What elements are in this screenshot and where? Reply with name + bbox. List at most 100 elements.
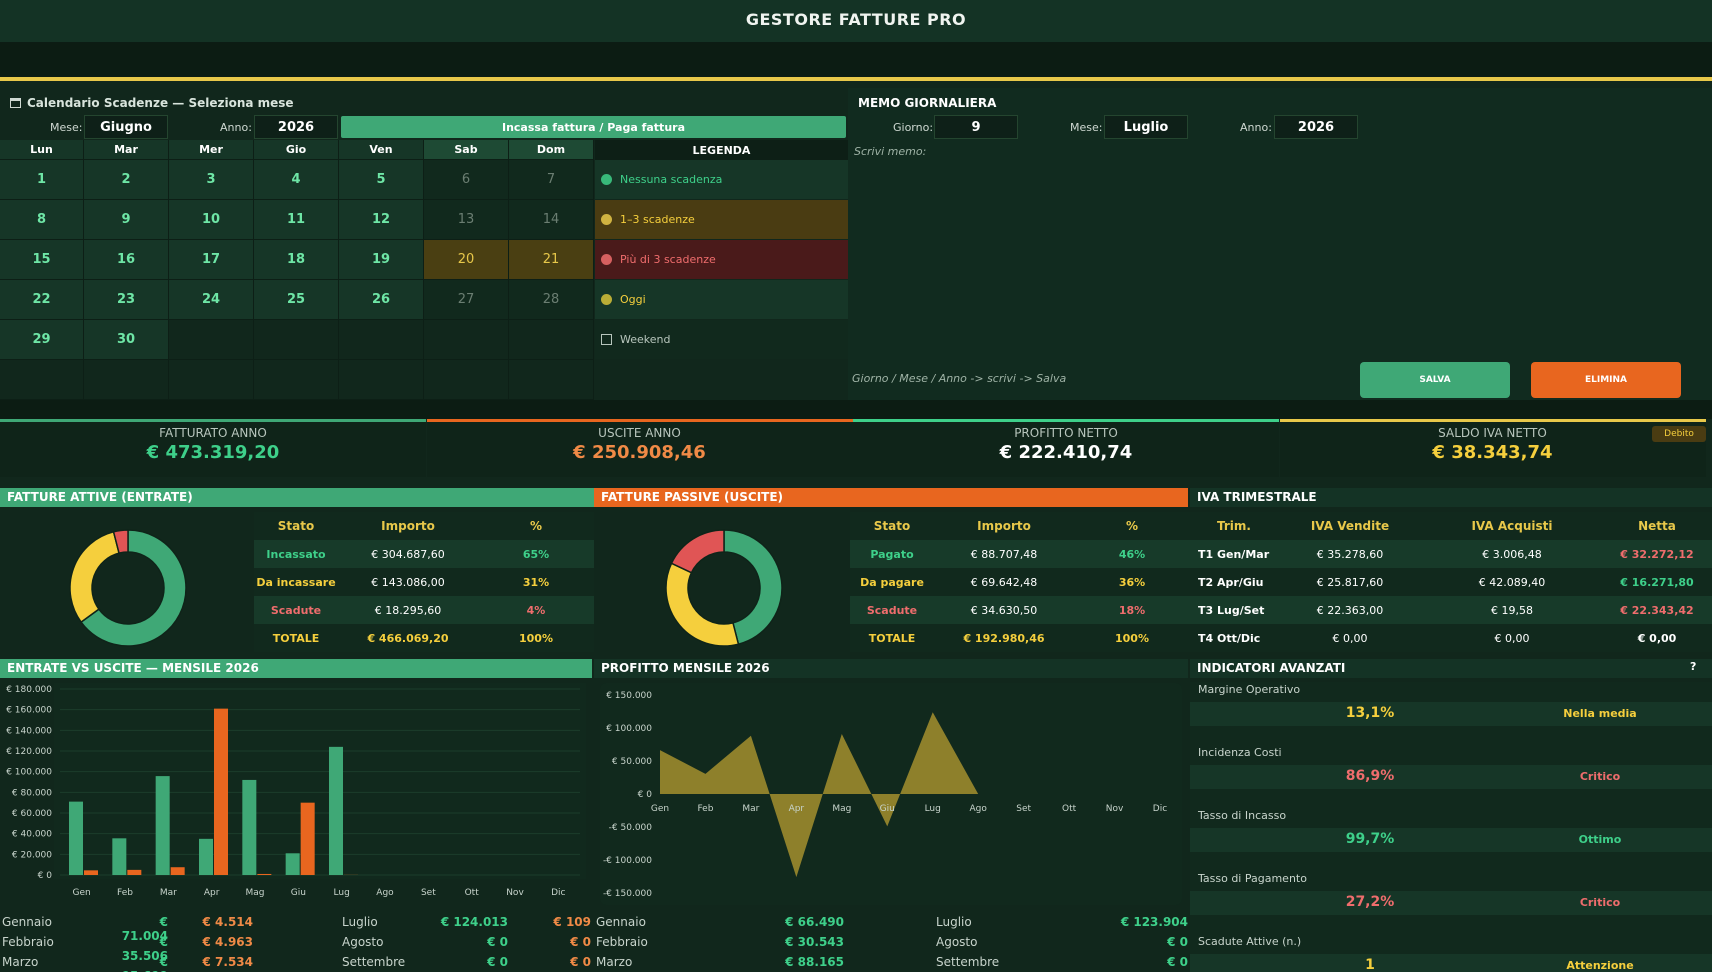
legend-label: Weekend [620,333,671,346]
indicator-name: Scadute Attive (n.) [1198,935,1302,948]
table-cell: Scadute [270,603,322,617]
calendar-day[interactable]: 16 [84,240,169,280]
calendar-day[interactable]: 3 [169,160,254,200]
x-tick-label: Giu [880,804,895,814]
giorno-label: Giorno: [893,121,934,134]
table-header: Trim. IVA Vendite IVA Acquisti Netta [1190,512,1712,540]
calendar-day[interactable]: 8 [0,200,84,240]
incassa-paga-button[interactable]: Incassa fattura / Paga fattura [341,116,846,138]
table-cell: 4% [526,603,546,617]
calendar-day[interactable]: 30 [84,320,169,360]
summary-cell: Marzo [596,955,633,969]
giorno-select[interactable]: 9 [934,115,1018,139]
table-row: T2 Apr/Giu € 25.817,60 € 42.089,40 € 16.271… [1190,568,1712,596]
calendar-day[interactable]: 15 [0,240,84,280]
memo-mese-select[interactable]: Luglio [1104,115,1188,139]
table-row: T4 Ott/Dic € 0,00 € 0,00 € 0,00 [1190,624,1712,652]
calendar-day[interactable]: 25 [254,280,339,320]
calendar-day[interactable]: 6 [424,160,509,200]
table-row: TOTALE € 466.069,20 100% [254,624,594,652]
bar [300,802,315,875]
calendar-day[interactable]: 27 [424,280,509,320]
calendar-day[interactable]: 18 [254,240,339,280]
table-cell: 65% [522,547,550,561]
kpi-bar [0,419,426,422]
y-tick-label: € 140.000 [6,726,52,736]
summary-cell: € 7.534 [202,955,253,969]
save-button[interactable]: SALVA [1360,362,1510,398]
summary-cell: € 0 [570,955,591,969]
table-cell: Incassato [266,547,326,561]
iva-title: IVA TRIMESTRALE [1190,488,1712,507]
calendar-panel: Calendario Scadenze — Seleziona mese Mes… [0,88,848,400]
calendar-day[interactable]: 29 [0,320,84,360]
kpi-value: € 473.319,20 [146,442,280,463]
y-tick-label: -€ 100.000 [603,856,652,866]
calendar-day[interactable]: 23 [84,280,169,320]
table-header: Stato Importo% [254,512,594,540]
donut-attive [69,529,187,647]
x-tick-label: Feb [117,888,133,898]
app-title: GESTORE FATTURE PRO [0,0,1712,43]
calendar-day[interactable]: 11 [254,200,339,240]
bar [242,779,257,875]
calendar-day[interactable]: 1 [0,160,84,200]
y-tick-label: € 100.000 [6,768,52,778]
calendar-day[interactable]: 26 [339,280,424,320]
profitto-chart: € 150.000 € 100.000 € 50.000 € 0 -€ 50.000 -€… [600,683,1182,905]
indicator-name: Margine Operativo [1198,683,1301,696]
calendar-day[interactable]: 13 [424,200,509,240]
calendar-day[interactable]: 24 [169,280,254,320]
x-tick-label: Set [421,888,436,898]
legend-item: Weekend [595,320,848,359]
mese-select[interactable]: Giugno [84,115,168,139]
memo-textarea[interactable]: Scrivi memo: [850,141,1712,363]
calendar-day[interactable]: 7 [509,160,594,200]
table-cell: € 32.272,12 [1620,547,1694,561]
calendar-day[interactable]: 14 [509,200,594,240]
indicator-name: Incidenza Costi [1198,746,1282,759]
column-header: Stato [277,519,315,533]
calendar-day[interactable]: 5 [339,160,424,200]
calendar-day[interactable]: 19 [339,240,424,280]
memo-title: MEMO GIORNALIERA [858,96,997,110]
table-cell: Da pagare [860,575,924,589]
calendar-day[interactable]: 20 [424,240,509,280]
summary-cell: € 0 [1167,955,1188,969]
calendar-day[interactable]: 17 [169,240,254,280]
indicatori-title: INDICATORI AVANZATI [1190,659,1712,678]
day-header-lun: Lun [0,140,84,160]
table-cell: Pagato [870,547,914,561]
calendar-icon [10,98,21,108]
calendar-day[interactable]: 28 [509,280,594,320]
calendar-day[interactable]: 12 [339,200,424,240]
table-cell: T1 Gen/Mar [1198,547,1270,561]
kpi-value: € 38.343,74 [1432,442,1553,463]
summary-cell: Agosto [342,935,384,949]
x-tick-label: Nov [506,888,524,898]
calendar-day[interactable]: 9 [84,200,169,240]
indicator-value: 86,9% [1345,768,1395,784]
bar [127,869,142,875]
delete-button[interactable]: ELIMINA [1531,362,1681,398]
summary-cell: Marzo [2,955,39,969]
calendar-day[interactable]: 10 [169,200,254,240]
table-cell: Da incassare [256,575,336,589]
indicator-name: Tasso di Pagamento [1198,872,1307,885]
y-tick-label: € 0 [638,790,653,800]
calendar-day[interactable]: 2 [84,160,169,200]
x-tick-label: Gen [651,804,669,814]
anno-select[interactable]: 2026 [254,115,338,139]
calendar-day[interactable]: 4 [254,160,339,200]
help-icon[interactable]: ? [1690,660,1697,673]
memo-anno-select[interactable]: 2026 [1274,115,1358,139]
anno-label: Anno: [220,121,252,134]
summary-cell: € 0 [487,935,508,949]
calendar-day[interactable]: 22 [0,280,84,320]
summary-cell: € 0 [570,935,591,949]
summary-cell: Gennaio [2,915,52,929]
kpi-bar [426,419,853,422]
table-cell: € 25.817,60 [1316,575,1384,589]
calendar-day[interactable]: 21 [509,240,594,280]
summary-cell: € 35.506 [121,935,168,963]
